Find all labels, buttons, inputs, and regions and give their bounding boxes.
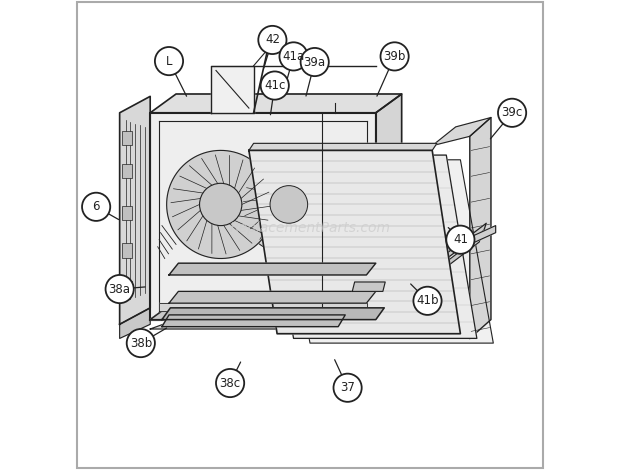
Text: ReplacementParts.com: ReplacementParts.com [229,221,391,235]
Polygon shape [239,155,338,254]
Text: 41a: 41a [283,50,304,63]
Polygon shape [150,301,402,320]
Polygon shape [150,320,402,329]
Circle shape [155,47,183,75]
Polygon shape [432,118,491,146]
Circle shape [498,99,526,127]
Text: 38c: 38c [219,376,241,390]
Text: 39b: 39b [383,50,405,63]
Bar [122,281,132,295]
Polygon shape [120,308,150,338]
Polygon shape [249,143,437,150]
Circle shape [334,374,361,402]
Polygon shape [162,308,384,320]
Polygon shape [150,301,402,320]
Polygon shape [169,263,376,275]
Circle shape [126,329,155,357]
Polygon shape [162,315,345,327]
Polygon shape [249,150,461,334]
Circle shape [446,226,474,254]
Polygon shape [470,118,491,338]
Text: 39c: 39c [502,106,523,119]
Circle shape [381,42,409,70]
Text: L: L [166,55,172,68]
Text: 6: 6 [92,200,100,213]
Polygon shape [470,226,495,244]
Polygon shape [361,235,482,331]
Circle shape [301,48,329,76]
Circle shape [260,71,289,100]
Text: 41: 41 [453,233,468,246]
Polygon shape [376,94,402,320]
Polygon shape [150,113,376,320]
Polygon shape [277,160,494,343]
Circle shape [200,183,242,226]
Bar [122,131,132,145]
Bar [122,243,132,258]
Circle shape [270,186,308,223]
Polygon shape [159,303,367,311]
Text: 38b: 38b [130,337,152,350]
Polygon shape [169,291,376,303]
Bar [122,164,132,178]
Text: 41b: 41b [416,294,439,307]
Polygon shape [263,155,477,338]
Text: 38a: 38a [108,282,131,296]
Polygon shape [150,94,402,113]
Text: 37: 37 [340,381,355,394]
Circle shape [259,26,286,54]
Polygon shape [167,150,275,258]
Circle shape [216,369,244,397]
Text: 39a: 39a [304,55,326,69]
Bar [122,206,132,220]
Polygon shape [211,66,254,113]
Polygon shape [120,96,150,324]
Polygon shape [352,282,385,291]
Circle shape [105,275,134,303]
Circle shape [280,42,308,70]
Circle shape [414,287,441,315]
Text: 41c: 41c [264,79,285,92]
Text: 42: 42 [265,33,280,47]
Circle shape [82,193,110,221]
Polygon shape [366,223,486,320]
